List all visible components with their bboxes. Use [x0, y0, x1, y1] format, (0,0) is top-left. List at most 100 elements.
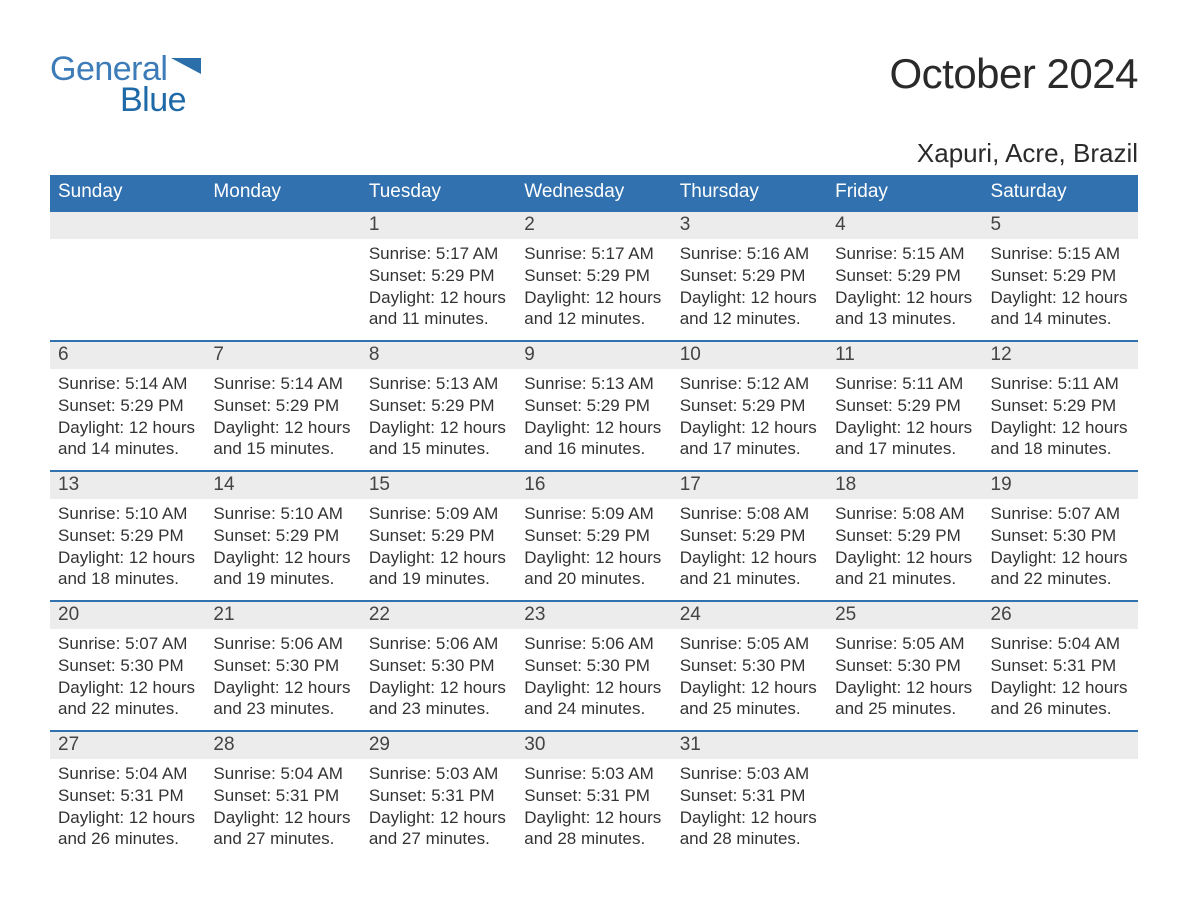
day-number: 5: [983, 210, 1138, 239]
day-details: Sunrise: 5:13 AMSunset: 5:29 PMDaylight:…: [361, 369, 516, 466]
calendar-cell: 11Sunrise: 5:11 AMSunset: 5:29 PMDayligh…: [827, 340, 982, 470]
day-number: [827, 730, 982, 759]
calendar-cell: 30Sunrise: 5:03 AMSunset: 5:31 PMDayligh…: [516, 730, 671, 860]
day-number: 22: [361, 600, 516, 629]
day-details: Sunrise: 5:04 AMSunset: 5:31 PMDaylight:…: [983, 629, 1138, 726]
calendar-cell: 23Sunrise: 5:06 AMSunset: 5:30 PMDayligh…: [516, 600, 671, 730]
day-details: Sunrise: 5:03 AMSunset: 5:31 PMDaylight:…: [361, 759, 516, 856]
calendar-cell: 19Sunrise: 5:07 AMSunset: 5:30 PMDayligh…: [983, 470, 1138, 600]
day-details: Sunrise: 5:06 AMSunset: 5:30 PMDaylight:…: [205, 629, 360, 726]
day-details: Sunrise: 5:09 AMSunset: 5:29 PMDaylight:…: [361, 499, 516, 596]
calendar-cell: 6Sunrise: 5:14 AMSunset: 5:29 PMDaylight…: [50, 340, 205, 470]
calendar-cell: 3Sunrise: 5:16 AMSunset: 5:29 PMDaylight…: [672, 210, 827, 340]
day-details: Sunrise: 5:11 AMSunset: 5:29 PMDaylight:…: [983, 369, 1138, 466]
calendar-cell: 7Sunrise: 5:14 AMSunset: 5:29 PMDaylight…: [205, 340, 360, 470]
day-details: Sunrise: 5:15 AMSunset: 5:29 PMDaylight:…: [983, 239, 1138, 336]
day-details: Sunrise: 5:11 AMSunset: 5:29 PMDaylight:…: [827, 369, 982, 466]
day-number: 31: [672, 730, 827, 759]
day-number: 16: [516, 470, 671, 499]
calendar-cell: 27Sunrise: 5:04 AMSunset: 5:31 PMDayligh…: [50, 730, 205, 860]
day-header: Sunday: [50, 175, 205, 210]
day-number: 14: [205, 470, 360, 499]
day-details: Sunrise: 5:16 AMSunset: 5:29 PMDaylight:…: [672, 239, 827, 336]
day-number: 2: [516, 210, 671, 239]
day-details: Sunrise: 5:15 AMSunset: 5:29 PMDaylight:…: [827, 239, 982, 336]
calendar-cell: [205, 210, 360, 340]
day-number: 3: [672, 210, 827, 239]
day-details: Sunrise: 5:03 AMSunset: 5:31 PMDaylight:…: [672, 759, 827, 856]
day-details: Sunrise: 5:05 AMSunset: 5:30 PMDaylight:…: [827, 629, 982, 726]
day-number: 6: [50, 340, 205, 369]
logo: General Blue: [50, 50, 205, 120]
calendar-cell: [50, 210, 205, 340]
day-header: Thursday: [672, 175, 827, 210]
day-header: Monday: [205, 175, 360, 210]
calendar-cell: 24Sunrise: 5:05 AMSunset: 5:30 PMDayligh…: [672, 600, 827, 730]
day-details: Sunrise: 5:17 AMSunset: 5:29 PMDaylight:…: [361, 239, 516, 336]
day-details: Sunrise: 5:07 AMSunset: 5:30 PMDaylight:…: [983, 499, 1138, 596]
calendar-cell: 2Sunrise: 5:17 AMSunset: 5:29 PMDaylight…: [516, 210, 671, 340]
day-number: 24: [672, 600, 827, 629]
day-details: Sunrise: 5:14 AMSunset: 5:29 PMDaylight:…: [50, 369, 205, 466]
day-details: Sunrise: 5:09 AMSunset: 5:29 PMDaylight:…: [516, 499, 671, 596]
day-number: 21: [205, 600, 360, 629]
calendar-cell: 1Sunrise: 5:17 AMSunset: 5:29 PMDaylight…: [361, 210, 516, 340]
day-number: 20: [50, 600, 205, 629]
day-number: 23: [516, 600, 671, 629]
calendar-cell: 17Sunrise: 5:08 AMSunset: 5:29 PMDayligh…: [672, 470, 827, 600]
calendar-cell: 25Sunrise: 5:05 AMSunset: 5:30 PMDayligh…: [827, 600, 982, 730]
day-number: 13: [50, 470, 205, 499]
day-details: Sunrise: 5:17 AMSunset: 5:29 PMDaylight:…: [516, 239, 671, 336]
logo-word2: Blue: [120, 81, 205, 120]
day-number: 4: [827, 210, 982, 239]
day-number: 29: [361, 730, 516, 759]
calendar-cell: 31Sunrise: 5:03 AMSunset: 5:31 PMDayligh…: [672, 730, 827, 860]
calendar-cell: [827, 730, 982, 860]
calendar-cell: 9Sunrise: 5:13 AMSunset: 5:29 PMDaylight…: [516, 340, 671, 470]
day-number: [50, 210, 205, 239]
day-details: Sunrise: 5:06 AMSunset: 5:30 PMDaylight:…: [361, 629, 516, 726]
calendar-cell: [983, 730, 1138, 860]
calendar-cell: 12Sunrise: 5:11 AMSunset: 5:29 PMDayligh…: [983, 340, 1138, 470]
calendar-cell: 14Sunrise: 5:10 AMSunset: 5:29 PMDayligh…: [205, 470, 360, 600]
calendar-cell: 29Sunrise: 5:03 AMSunset: 5:31 PMDayligh…: [361, 730, 516, 860]
day-number: [205, 210, 360, 239]
day-number: [983, 730, 1138, 759]
calendar-cell: 21Sunrise: 5:06 AMSunset: 5:30 PMDayligh…: [205, 600, 360, 730]
calendar-cell: 16Sunrise: 5:09 AMSunset: 5:29 PMDayligh…: [516, 470, 671, 600]
calendar-cell: 28Sunrise: 5:04 AMSunset: 5:31 PMDayligh…: [205, 730, 360, 860]
day-header: Wednesday: [516, 175, 671, 210]
day-number: 9: [516, 340, 671, 369]
day-number: 10: [672, 340, 827, 369]
day-number: 27: [50, 730, 205, 759]
calendar-cell: 22Sunrise: 5:06 AMSunset: 5:30 PMDayligh…: [361, 600, 516, 730]
day-number: 7: [205, 340, 360, 369]
day-number: 15: [361, 470, 516, 499]
calendar-cell: 26Sunrise: 5:04 AMSunset: 5:31 PMDayligh…: [983, 600, 1138, 730]
day-number: 18: [827, 470, 982, 499]
calendar-cell: 8Sunrise: 5:13 AMSunset: 5:29 PMDaylight…: [361, 340, 516, 470]
day-details: Sunrise: 5:08 AMSunset: 5:29 PMDaylight:…: [672, 499, 827, 596]
day-number: 28: [205, 730, 360, 759]
day-number: 26: [983, 600, 1138, 629]
day-details: Sunrise: 5:07 AMSunset: 5:30 PMDaylight:…: [50, 629, 205, 726]
day-details: Sunrise: 5:10 AMSunset: 5:29 PMDaylight:…: [205, 499, 360, 596]
calendar-cell: 18Sunrise: 5:08 AMSunset: 5:29 PMDayligh…: [827, 470, 982, 600]
day-details: Sunrise: 5:10 AMSunset: 5:29 PMDaylight:…: [50, 499, 205, 596]
day-details: Sunrise: 5:04 AMSunset: 5:31 PMDaylight:…: [50, 759, 205, 856]
calendar-table: SundayMondayTuesdayWednesdayThursdayFrid…: [50, 175, 1138, 860]
day-details: Sunrise: 5:05 AMSunset: 5:30 PMDaylight:…: [672, 629, 827, 726]
day-details: Sunrise: 5:08 AMSunset: 5:29 PMDaylight:…: [827, 499, 982, 596]
day-details: Sunrise: 5:13 AMSunset: 5:29 PMDaylight:…: [516, 369, 671, 466]
calendar-cell: 4Sunrise: 5:15 AMSunset: 5:29 PMDaylight…: [827, 210, 982, 340]
day-header: Saturday: [983, 175, 1138, 210]
calendar-cell: 13Sunrise: 5:10 AMSunset: 5:29 PMDayligh…: [50, 470, 205, 600]
day-details: Sunrise: 5:03 AMSunset: 5:31 PMDaylight:…: [516, 759, 671, 856]
day-number: 25: [827, 600, 982, 629]
calendar-cell: 20Sunrise: 5:07 AMSunset: 5:30 PMDayligh…: [50, 600, 205, 730]
day-number: 12: [983, 340, 1138, 369]
day-number: 11: [827, 340, 982, 369]
day-details: Sunrise: 5:06 AMSunset: 5:30 PMDaylight:…: [516, 629, 671, 726]
day-number: 1: [361, 210, 516, 239]
day-number: 19: [983, 470, 1138, 499]
